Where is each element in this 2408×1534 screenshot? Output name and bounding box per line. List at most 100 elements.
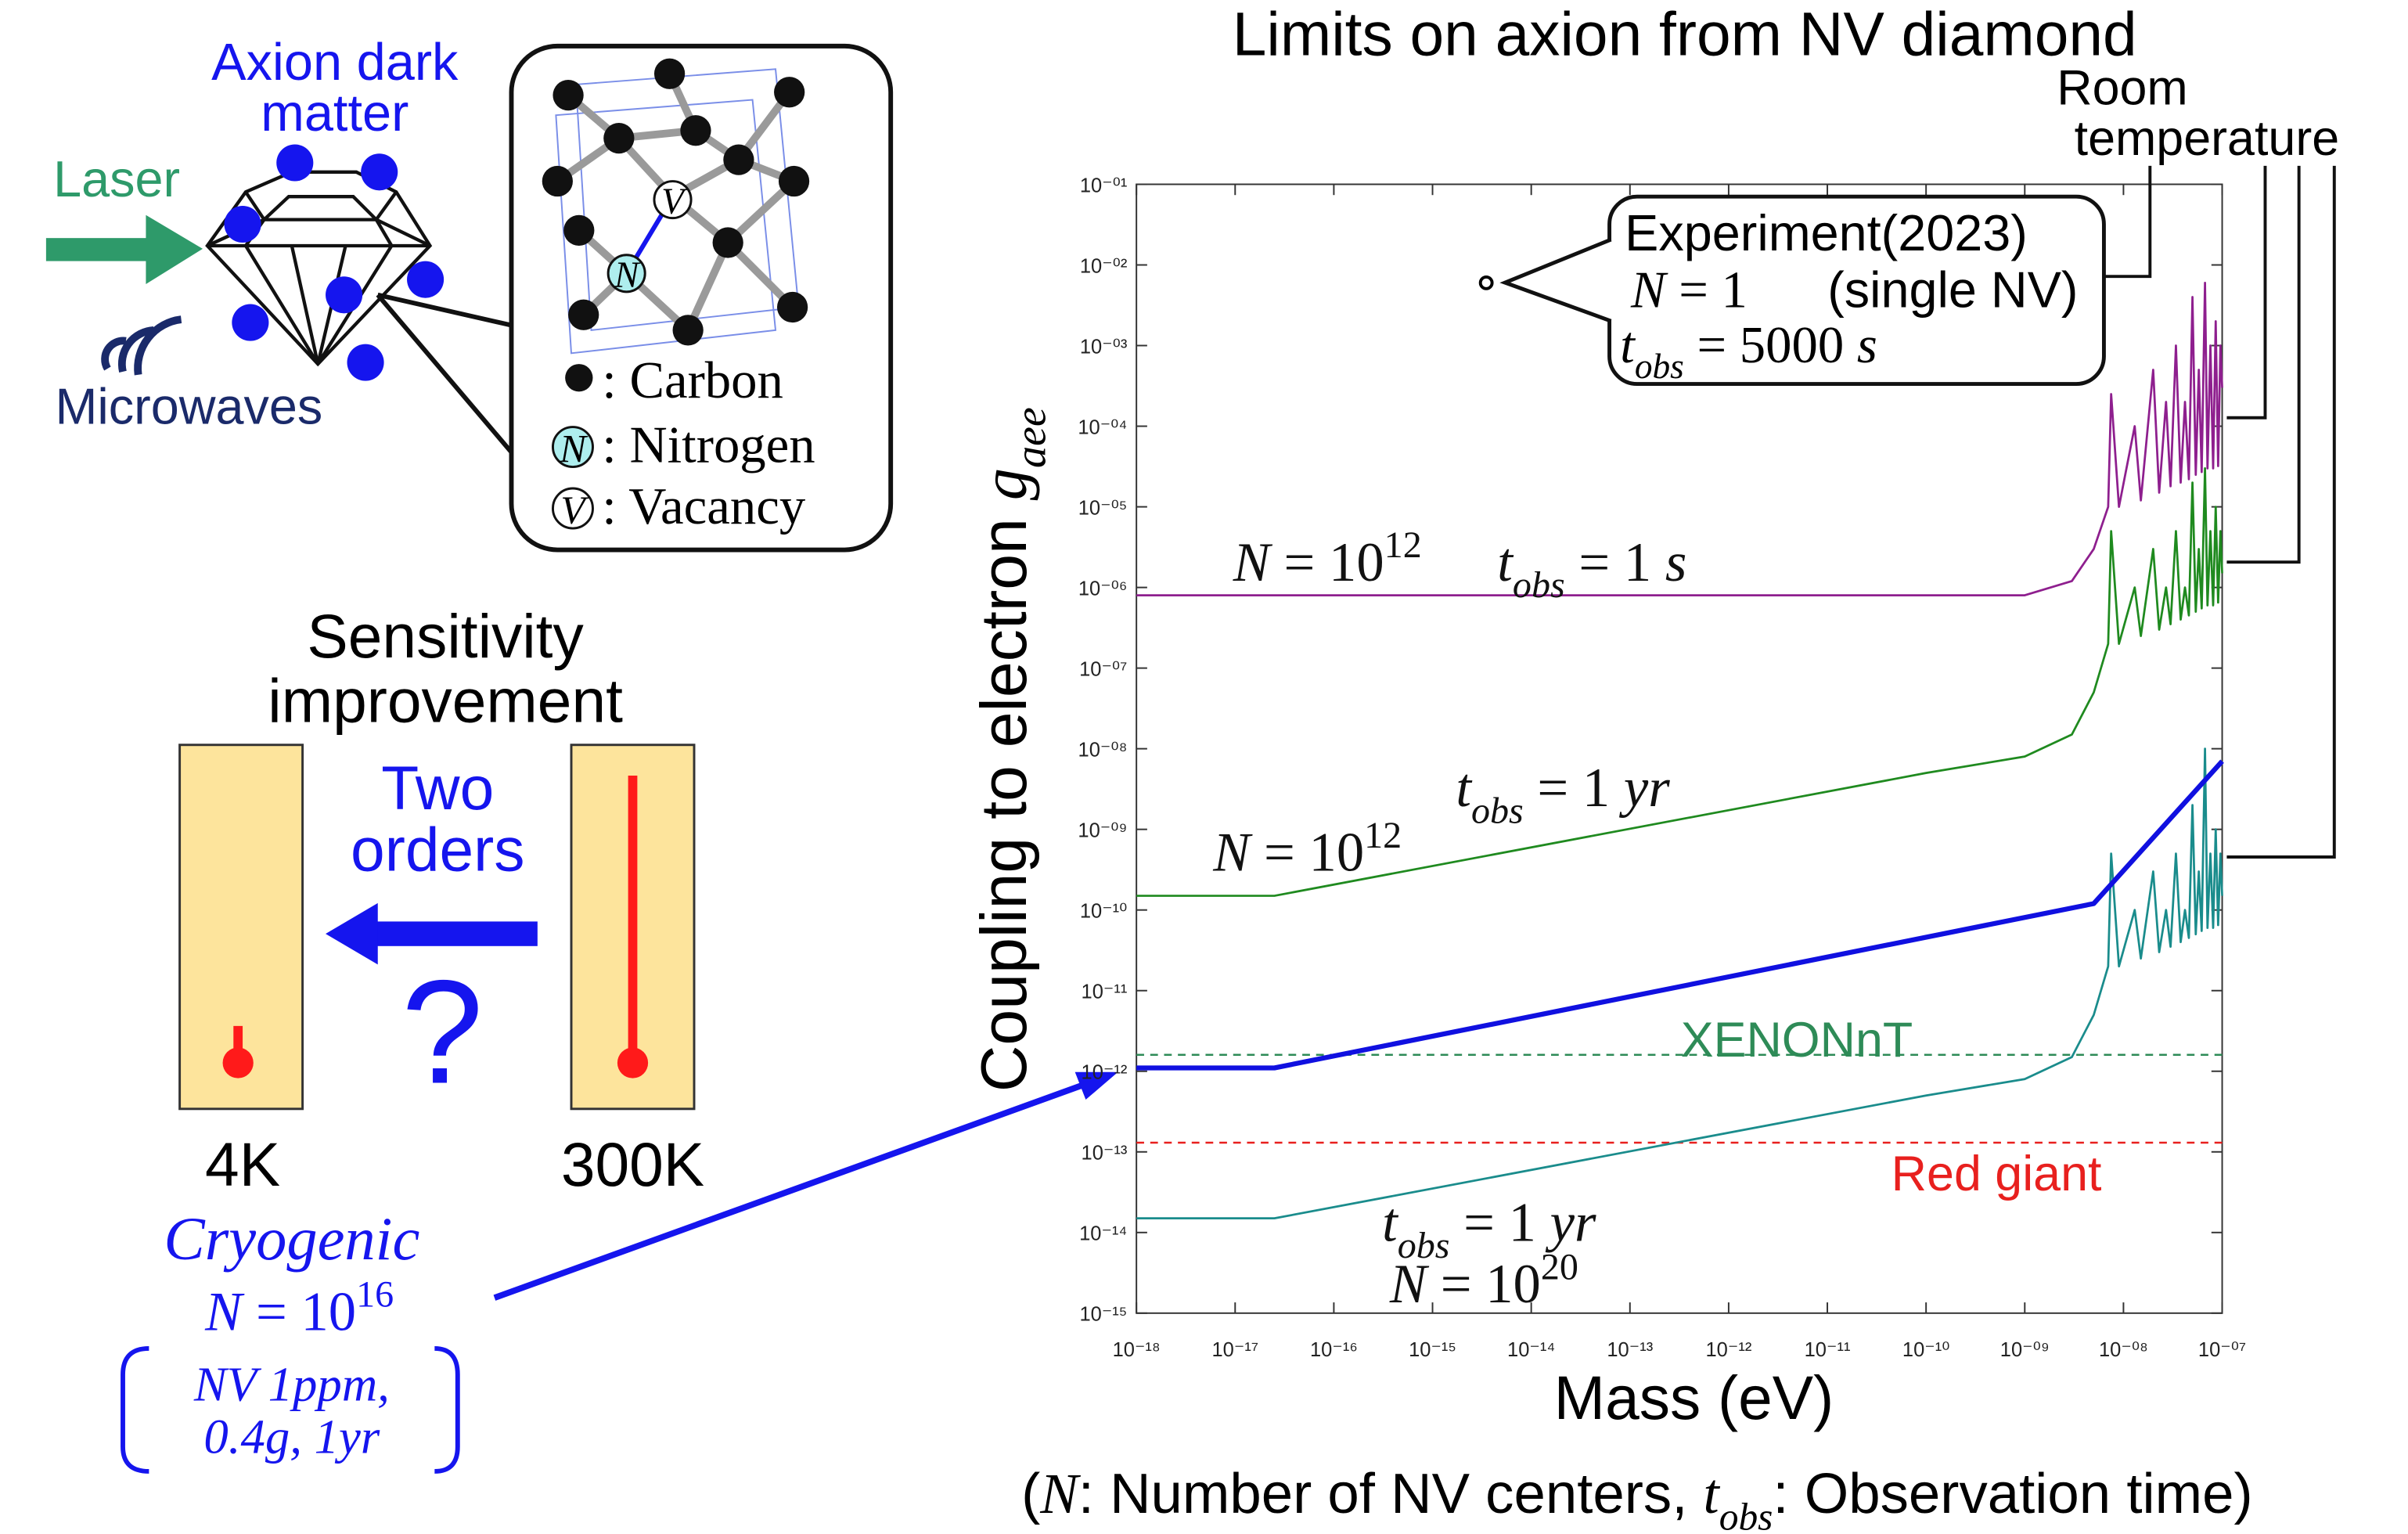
y-tick-label: 10⁻¹²	[1082, 1062, 1128, 1084]
x-tick-label: 10⁻¹⁸	[1113, 1339, 1161, 1361]
legend-label: : Nitrogen	[602, 417, 815, 474]
x-tick-label: 10⁻¹⁴	[1507, 1339, 1555, 1361]
axion-dot	[225, 206, 261, 243]
text-part: N	[1389, 1254, 1430, 1315]
carbon-atom	[723, 144, 754, 175]
text-part: yr	[1619, 758, 1670, 819]
microwaves-label: Microwaves	[55, 378, 322, 435]
text-part: N	[1039, 1462, 1081, 1525]
text-part: N	[1212, 823, 1253, 884]
y-tick-label: 10⁻⁰¹	[1080, 175, 1128, 196]
x-tick-label: 10⁻¹³	[1607, 1339, 1653, 1361]
y-tick-label: 10⁻¹¹	[1082, 981, 1128, 1003]
x-tick-label: 10⁻¹⁶	[1310, 1339, 1358, 1361]
legend-carbon-dot	[565, 364, 592, 391]
wave	[138, 319, 181, 375]
y-tick-label: 10⁻⁰²	[1080, 255, 1128, 277]
room-bracket	[2226, 166, 2334, 857]
text-part: : Observation time)	[1773, 1462, 2252, 1525]
text-part: = 1	[1565, 532, 1665, 593]
figure: Axion dark matter Laser Microwaves	[0, 0, 2408, 1534]
text-part: aee	[1007, 407, 1056, 468]
text-part: N	[1630, 261, 1668, 319]
chart: Limits on axion from NV diamond10⁻¹⁵10⁻¹…	[968, 0, 2339, 1534]
axion-dot	[407, 261, 444, 298]
text-part: N	[1233, 532, 1273, 593]
x-tick-label: 10⁻⁰⁸	[2099, 1339, 2148, 1361]
text-part: obs	[1635, 347, 1684, 386]
x-tick-label: 10⁻¹⁷	[1212, 1339, 1259, 1361]
text-part: 16	[356, 1274, 394, 1316]
carbon-atom	[779, 166, 809, 196]
text-part: = 10	[1250, 823, 1364, 884]
axion-label: matter	[261, 85, 409, 142]
y-tick-label: 10⁻¹³	[1082, 1143, 1128, 1165]
cryogenic-detail: 0.4g, 1yr	[203, 1409, 380, 1464]
axion-dot	[361, 153, 398, 190]
text-part: t	[1704, 1462, 1721, 1525]
carbon-atom	[654, 59, 685, 89]
nitrogen-symbol: N	[614, 255, 641, 296]
text-part: obs	[1719, 1496, 1773, 1534]
text-part: : Number of NV centers,	[1078, 1462, 1704, 1525]
y-tick-label: 10⁻¹⁴	[1079, 1223, 1127, 1245]
callout-title: Experiment(2023)	[1625, 204, 2028, 261]
callout-note: (single NV)	[1827, 261, 2078, 318]
warm-label: 300K	[561, 1130, 704, 1199]
thermometer-bulb	[617, 1047, 648, 1078]
text-part: 20	[1541, 1246, 1578, 1287]
carbon-atom	[542, 166, 573, 196]
panel-title: Sensitivity	[307, 602, 584, 671]
room-label: temperature	[2075, 111, 2340, 166]
text-part: 12	[1364, 815, 1402, 856]
carbon-atom	[553, 80, 583, 110]
legend-symbol: N	[559, 428, 589, 472]
y-tick-label: 10⁻⁰⁶	[1078, 578, 1128, 600]
legend-label: : Vacancy	[602, 478, 806, 535]
text-part: = 10	[242, 1281, 356, 1342]
y-tick-label: 10⁻⁰⁸	[1078, 739, 1128, 761]
room-label: Room	[2057, 60, 2187, 115]
carbon-atom	[774, 77, 804, 107]
arrow-shaft	[369, 921, 538, 945]
y-tick-label: 10⁻¹⁵	[1079, 1304, 1127, 1326]
y-tick-label: 10⁻⁰⁵	[1078, 497, 1128, 519]
y-tick-label: 10⁻⁰⁹	[1078, 819, 1127, 841]
annotation: tobs = 1 yr	[1456, 758, 1670, 831]
x-tick-label: 10⁻¹¹	[1805, 1339, 1851, 1361]
x-tick-label: 10⁻¹²	[1706, 1339, 1752, 1361]
axion-dot	[232, 304, 268, 341]
y-tick-label: 10⁻⁰⁴	[1078, 416, 1127, 438]
callout-pointer	[1505, 239, 1611, 321]
arrow-head	[326, 903, 378, 964]
carbon-atom	[680, 115, 711, 146]
annotation: N = 1012	[1233, 524, 1422, 593]
room-bracket	[2226, 166, 2298, 562]
text-part: (	[1021, 1462, 1040, 1525]
crystal-bubble: V N : Carbon N : Nitrogen V : Vacancy	[378, 46, 891, 550]
text-part: = 10	[1270, 532, 1384, 593]
x-tick-label: 10⁻⁰⁷	[2198, 1339, 2246, 1361]
footnote: (N: Number of NV centers, tobs: Observat…	[1021, 1462, 2253, 1534]
axion-dot	[326, 276, 362, 313]
text-part: = 1	[1524, 758, 1624, 819]
laser-label: Laser	[53, 150, 180, 207]
reference-label: XENONnT	[1681, 1013, 1913, 1068]
arrow-head	[146, 215, 203, 284]
thermometer-bulb	[223, 1047, 254, 1078]
y-tick-label: 10⁻¹⁰	[1080, 901, 1128, 923]
x-axis-label: Mass (eV)	[1554, 1363, 1834, 1432]
text-part: g	[969, 468, 1040, 500]
annotation: N = 1012	[1212, 815, 1402, 884]
annotation: N = 1020	[1389, 1246, 1578, 1315]
series-line	[1136, 762, 2222, 1068]
arrow-label: Two	[381, 754, 494, 823]
carbon-atom	[603, 123, 634, 153]
text-part: yr	[1546, 1193, 1596, 1254]
reference-label: Red giant	[1891, 1147, 2102, 1201]
y-axis-label: Coupling to electron gaee	[968, 407, 1056, 1092]
laser-arrow	[46, 215, 203, 284]
text-part: obs	[1471, 790, 1524, 831]
x-tick-label: 10⁻¹⁰	[1902, 1339, 1950, 1361]
carbon-atom	[777, 292, 808, 322]
